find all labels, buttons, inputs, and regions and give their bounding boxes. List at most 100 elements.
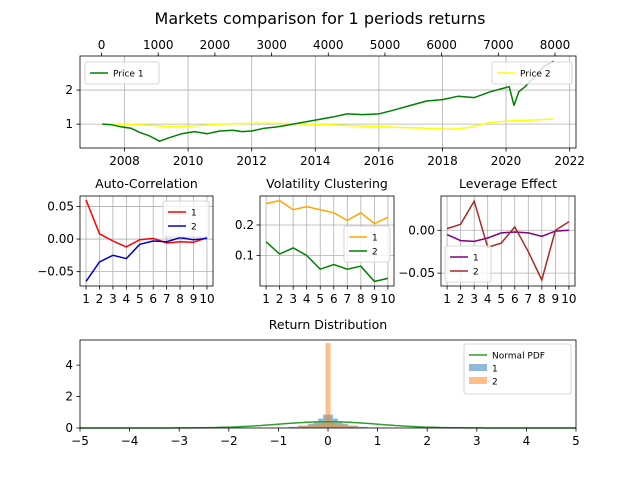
vol-xtick-label: 4 <box>303 292 311 306</box>
dist-ytick-label: 2 <box>65 390 73 404</box>
price-left-legend-label-1: Price 1 <box>113 70 144 80</box>
dist-hist-2-bar <box>325 343 331 428</box>
acf-xtick-label: 5 <box>136 292 144 306</box>
price-top-xtick-label: 8000 <box>540 38 571 52</box>
acf-xtick-label: 9 <box>190 292 198 306</box>
lev-xtick-label: 4 <box>484 292 492 306</box>
vol-xtick-label: 9 <box>371 292 379 306</box>
dist-ytick-label: 4 <box>65 358 73 372</box>
lev-xtick-label: 8 <box>538 292 546 306</box>
price-ytick-label: 2 <box>65 83 73 97</box>
vol-xtick-label: 3 <box>289 292 297 306</box>
acf-xtick-label: 3 <box>109 292 117 306</box>
lev-xtick-label: 7 <box>524 292 532 306</box>
vol-xtick-label: 5 <box>316 292 324 306</box>
lev-xtick-label: 5 <box>497 292 505 306</box>
acf-xtick-label: 1 <box>82 292 90 306</box>
vol-title: Volatility Clustering <box>266 176 388 191</box>
vol-xtick-label: 1 <box>262 292 270 306</box>
price-xtick-label: 2016 <box>364 154 395 168</box>
price-panel: 2008 2010 2012 2014 2016 2018 2020 2022 0 1000 200… <box>65 38 585 168</box>
acf-ytick-label: 0.00 <box>47 232 74 246</box>
dist-hist-2-bar <box>347 426 358 428</box>
dist-title: Return Distribution <box>269 317 387 332</box>
acf-xtick-label: 8 <box>176 292 184 306</box>
price-top-xtick-label: 5000 <box>370 38 401 52</box>
price-series-2-line <box>102 118 554 131</box>
dist-xtick-label: −4 <box>121 434 139 448</box>
price-top-xtick-label: 6000 <box>426 38 457 52</box>
lev-title: Leverage Effect <box>459 176 557 191</box>
vol-xtick-label: 8 <box>357 292 365 306</box>
acf-ytick-label: −0.05 <box>37 265 74 279</box>
dist-hist-1-bar <box>357 426 368 428</box>
dist-xtick-label: 5 <box>572 434 580 448</box>
acf-legend-label-2: 2 <box>191 223 197 233</box>
price-top-xtick-label: 2000 <box>200 38 231 52</box>
acf-series-1-line <box>85 199 208 248</box>
vol-legend-label-1: 1 <box>372 234 378 244</box>
price-ytick-label: 1 <box>65 117 73 131</box>
price-xtick-label: 2010 <box>173 154 204 168</box>
lev-xtick-label: 6 <box>511 292 519 306</box>
price-xtick-label: 2022 <box>554 154 585 168</box>
price-top-xtick-label: 3000 <box>256 38 287 52</box>
dist-hist-2-bar <box>298 426 309 428</box>
vol-ytick-label: 0.2 <box>235 218 254 232</box>
lev-xtick-label: 9 <box>552 292 560 306</box>
price-series-1-line <box>102 60 555 142</box>
acf-panel: 1 2 3 4 5 6 7 8 9 100.050.00−0.05Auto-Correlation… <box>37 176 214 306</box>
lev-series-2-line <box>446 199 570 283</box>
lev-xtick-label: 10 <box>561 292 576 306</box>
vol-legend-box <box>343 225 391 263</box>
vol-series-1-line <box>265 199 389 225</box>
dist-legend-label-2: 2 <box>492 378 498 388</box>
vol-axes-frame <box>259 195 395 287</box>
dist-hist-2-bar <box>330 420 333 428</box>
acf-xtick-label: 7 <box>163 292 171 306</box>
price-top-xtick-label: 7000 <box>483 38 514 52</box>
lev-ytick-label: 0.00 <box>408 223 435 237</box>
dist-xtick-label: −1 <box>270 434 288 448</box>
acf-xtick-label: 2 <box>96 292 104 306</box>
acf-legend-label-1: 1 <box>191 209 197 219</box>
dist-hist-2-bar <box>318 423 324 428</box>
dist-xtick-label: 3 <box>473 434 481 448</box>
price-top-xtick-label: 0 <box>98 38 106 52</box>
dist-legend-box <box>463 343 572 395</box>
lev-legend-label-1: 1 <box>473 254 479 264</box>
lev-ytick-label: −0.05 <box>398 266 435 280</box>
dist-ytick-label: 0 <box>65 421 73 435</box>
lev-axes-frame <box>440 195 576 287</box>
acf-legend-box <box>162 200 210 238</box>
acf-title: Auto-Correlation <box>95 176 198 191</box>
price-xtick-label: 2020 <box>491 154 522 168</box>
vol-legend-label-2: 2 <box>372 248 378 258</box>
dist-hist-2-bar <box>323 420 326 428</box>
acf-xtick-label: 10 <box>199 292 214 306</box>
lev-xtick-label: 3 <box>470 292 478 306</box>
acf-ytick-label: 0.05 <box>47 199 74 213</box>
acf-xtick-label: 4 <box>123 292 131 306</box>
dist-xtick-label: 2 <box>423 434 431 448</box>
dist-xtick-label: −5 <box>71 434 89 448</box>
acf-xtick-label: 6 <box>149 292 157 306</box>
price-xtick-label: 2012 <box>236 154 267 168</box>
price-top-xtick-label: 4000 <box>313 38 344 52</box>
dist-hist-1-bar <box>288 426 299 428</box>
dist-xtick-label: 0 <box>324 434 332 448</box>
dist-hist-2-bar <box>308 424 319 428</box>
vol-xtick-label: 10 <box>380 292 395 306</box>
vol-ytick-label: 0.1 <box>235 248 254 262</box>
figure-suptitle: Markets comparison for 1 periods returns <box>155 9 486 28</box>
dist-panel: −5 −4 −3 −2 −1 0 1 2 3 4 5 0 2 4 Return Distribution No… <box>65 317 579 448</box>
price-right-legend-label-1: Price 2 <box>520 70 551 80</box>
acf-series-2-line <box>85 236 208 282</box>
vol-xtick-label: 7 <box>343 292 351 306</box>
dist-legend-label-pdf: Normal PDF <box>492 352 545 362</box>
price-right-legend-box <box>491 61 573 85</box>
dist-hist-2-bar <box>337 424 348 428</box>
lev-series-1-line <box>446 229 569 243</box>
